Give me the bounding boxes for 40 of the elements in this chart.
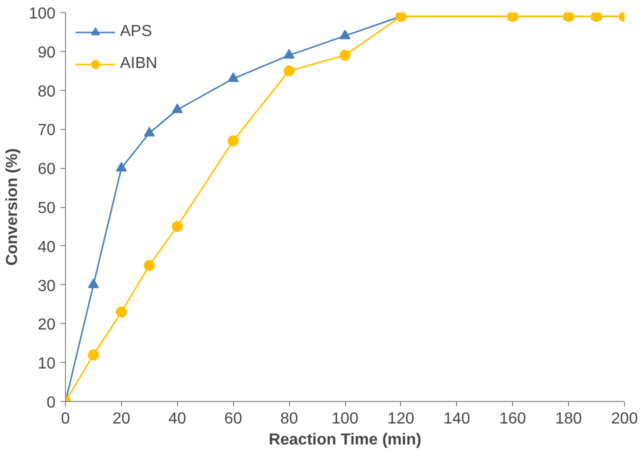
x-tick-label: 180 (555, 410, 582, 428)
y-tick-label: 60 (38, 161, 56, 178)
point (116, 306, 127, 318)
point (284, 65, 295, 76)
point (340, 50, 350, 61)
y-tick-label: 50 (38, 200, 56, 217)
y-tick-label: 80 (38, 83, 56, 100)
y-tick-label: 70 (38, 122, 56, 140)
point (88, 349, 99, 360)
point (228, 72, 239, 82)
point (144, 126, 155, 136)
point (340, 30, 350, 40)
x-tick-label: 60 (224, 410, 242, 428)
x-tick-label: 140 (443, 410, 470, 428)
x-tick-label: 20 (112, 410, 130, 428)
y-tick-label: 20 (38, 316, 56, 334)
x-tick-label: 200 (611, 410, 638, 428)
y-tick-label: 10 (38, 356, 56, 373)
point (284, 49, 295, 59)
point (172, 220, 183, 232)
y-tick-label: 0 (46, 394, 56, 412)
legend-label: APS (120, 23, 152, 41)
point (116, 162, 127, 172)
point (88, 278, 99, 288)
x-tick-label: 100 (332, 410, 358, 428)
legend-label: AIBN (120, 55, 158, 73)
x-tick-label: 80 (280, 410, 298, 428)
y-tick-label: 40 (38, 238, 56, 256)
x-tick-label: 40 (168, 410, 186, 428)
point (144, 260, 155, 271)
y-tick-label: 90 (38, 44, 56, 62)
x-tick-label: 120 (388, 410, 414, 428)
x-tick-label: 0 (61, 410, 70, 428)
y-tick-label: 30 (38, 278, 56, 295)
x-tick-label: 160 (499, 410, 526, 428)
point (172, 103, 183, 114)
y-axis-title: Conversion (%) (4, 148, 21, 266)
y-tick-label: 100 (28, 6, 56, 22)
x-axis-title: Reaction Time (min) (268, 432, 422, 448)
point (228, 135, 239, 146)
